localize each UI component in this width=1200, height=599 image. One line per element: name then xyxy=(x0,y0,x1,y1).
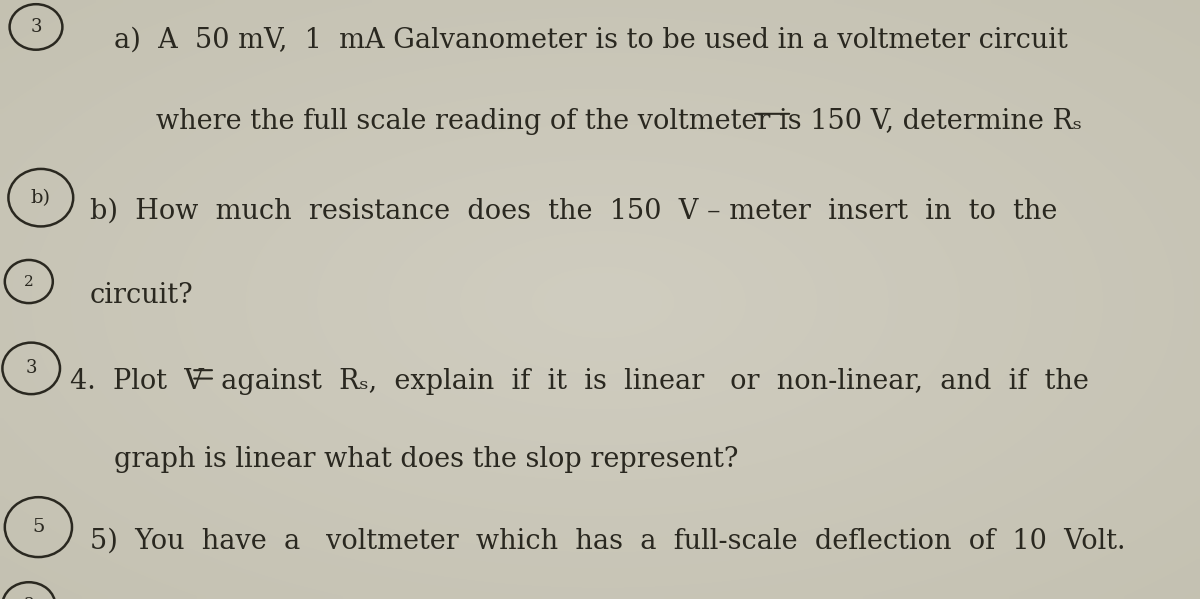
Text: b)  How  much  resistance  does  the  150  V – meter  insert  in  to  the: b) How much resistance does the 150 V – … xyxy=(90,198,1057,225)
Text: 3: 3 xyxy=(24,597,34,599)
Text: circuit?: circuit? xyxy=(90,282,193,308)
Text: b): b) xyxy=(31,189,50,207)
Text: 3: 3 xyxy=(30,18,42,36)
Text: a)  A  50 mV,  1  mA Galvanometer is to be used in a voltmeter circuit: a) A 50 mV, 1 mA Galvanometer is to be u… xyxy=(114,27,1068,54)
Text: 3: 3 xyxy=(25,359,37,377)
Text: where the full scale reading of the voltmeter is 150 V, determine Rₛ: where the full scale reading of the volt… xyxy=(156,108,1082,135)
Text: 5: 5 xyxy=(32,518,44,536)
Text: 2: 2 xyxy=(24,274,34,289)
Text: 4.  Plot  V  against  Rₛ,  explain  if  it  is  linear   or  non-linear,  and  i: 4. Plot V against Rₛ, explain if it is l… xyxy=(70,368,1088,395)
Text: graph is linear what does the slop represent?: graph is linear what does the slop repre… xyxy=(114,446,738,473)
Text: 5)  You  have  a   voltmeter  which  has  a  full-scale  deflection  of  10  Vol: 5) You have a voltmeter which has a full… xyxy=(90,527,1126,554)
